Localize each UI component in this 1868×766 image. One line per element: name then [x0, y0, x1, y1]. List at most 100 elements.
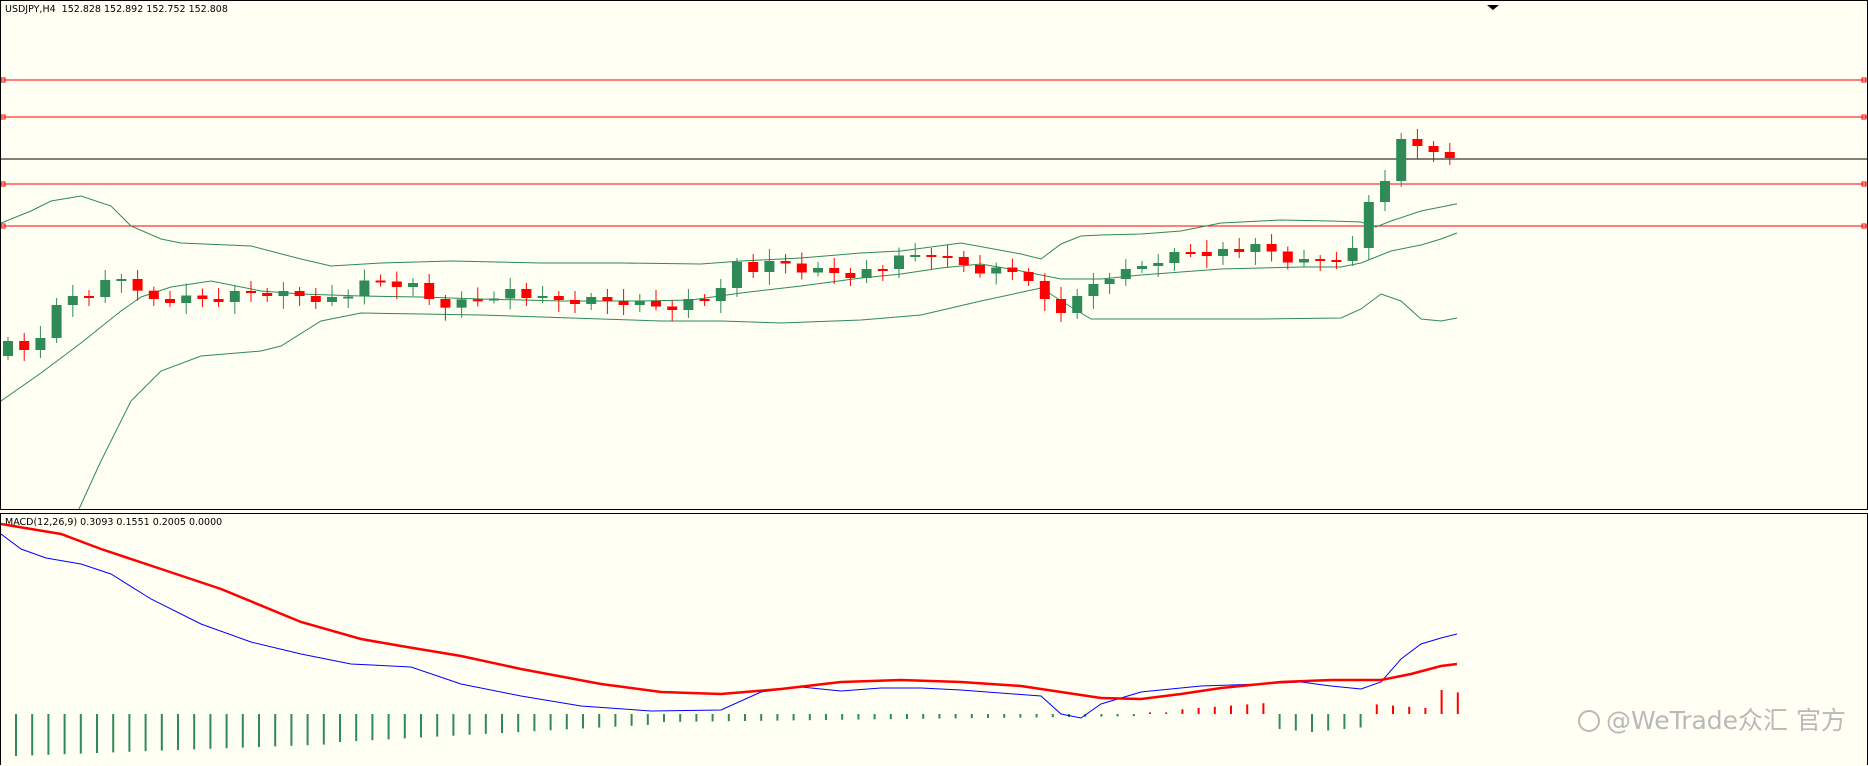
bollinger-middle-band [1, 232, 1458, 402]
bear-candle [1201, 252, 1212, 256]
wetrade-logo-icon [1577, 710, 1600, 732]
bull-candle [715, 288, 726, 301]
bear-candle [294, 291, 305, 296]
bear-candle [1007, 267, 1018, 272]
horizontal-levels [1, 77, 1867, 229]
bear-candle [132, 279, 143, 291]
bear-candle [440, 299, 451, 308]
candles [3, 129, 1455, 361]
macd-main-line [1, 533, 1458, 719]
triangle-down-icon [1487, 5, 1499, 10]
bear-candle [472, 299, 483, 302]
bear-candle [1056, 299, 1066, 313]
bear-candle [1039, 281, 1050, 299]
bull-candle [229, 291, 240, 302]
bull-candle [1104, 279, 1115, 284]
bull-candle [764, 261, 775, 272]
bear-candle [651, 301, 661, 307]
bollinger-lower-band [78, 287, 1458, 509]
bear-candle [845, 273, 856, 278]
bear-candle [1315, 259, 1326, 261]
bear-candle [1282, 251, 1293, 263]
bull-candle [359, 280, 370, 297]
bull-candle [456, 299, 467, 308]
bear-candle [84, 296, 94, 298]
bull-candle [181, 295, 192, 303]
macd-signal-line [1, 522, 1458, 701]
level-handle-right [1861, 114, 1867, 120]
bull-candle [586, 297, 597, 304]
bull-candle [537, 296, 548, 298]
bear-candle [1444, 152, 1455, 158]
watermark-text: @WeTrade众汇 官方 [1605, 706, 1846, 735]
bear-candle [375, 280, 386, 283]
level-handle-left [1, 223, 6, 229]
bull-candle [813, 268, 823, 273]
bull-candle [278, 291, 289, 296]
bear-candle [148, 290, 159, 299]
level-handle-right [1861, 181, 1867, 187]
bear-candle [942, 256, 953, 258]
bull-candle [683, 299, 694, 310]
bear-candle [553, 296, 564, 300]
bear-candle [521, 289, 532, 298]
bear-candle [391, 281, 402, 287]
bear-candle [424, 283, 435, 299]
bull-candle [1120, 269, 1131, 279]
bear-candle [1428, 146, 1439, 152]
bull-candle [894, 255, 904, 269]
bull-candle [861, 269, 872, 278]
bear-candle [165, 299, 175, 303]
bear-candle [1185, 252, 1196, 254]
macd-info-label: MACD(12,26,9) 0.3093 0.1551 0.2005 0.000… [5, 517, 223, 528]
level-handle-left [1, 77, 6, 83]
macd-panel[interactable]: MACD(12,26,9) 0.3093 0.1551 0.2005 0.000… [0, 513, 1868, 765]
bull-candle [116, 279, 127, 281]
bear-candle [602, 297, 613, 301]
bull-candle [732, 262, 742, 288]
bear-candle [246, 291, 256, 293]
price-chart-panel[interactable]: USDJPY,H4 152.828 152.892 152.752 152.80… [0, 0, 1868, 510]
bear-candle [780, 261, 791, 264]
bull-candle [51, 305, 62, 338]
bear-candle [618, 301, 629, 305]
bull-candle [991, 267, 1002, 274]
bull-candle [327, 297, 337, 302]
bear-candle [748, 262, 759, 272]
bear-candle [1412, 139, 1423, 146]
bear-candle [699, 299, 710, 301]
bull-candle [1072, 296, 1083, 313]
bull-candle [1137, 266, 1147, 269]
bull-candle [1250, 244, 1261, 252]
bull-candle [910, 255, 921, 257]
bull-candle [1218, 249, 1228, 256]
bull-candle [408, 283, 418, 287]
bull-candle [100, 280, 111, 297]
macd-histogram [15, 690, 1459, 756]
bull-candle [1088, 284, 1099, 296]
bull-candle [35, 338, 46, 350]
bull-candle [1153, 263, 1164, 266]
bear-candle [877, 269, 888, 271]
bear-candle [975, 265, 985, 274]
bear-candle [667, 306, 678, 310]
bear-candle [570, 300, 580, 304]
bollinger-upper-band [1, 195, 1457, 267]
bear-candle [213, 299, 224, 302]
macd-canvas[interactable] [1, 514, 1867, 766]
bear-candle [310, 296, 321, 302]
bull-candle [3, 341, 13, 356]
bear-candle [262, 293, 273, 296]
bull-candle [343, 296, 354, 299]
price-chart-canvas[interactable] [1, 1, 1867, 509]
bull-candle [634, 301, 645, 305]
bull-candle [1299, 259, 1309, 263]
bull-candle [1169, 252, 1180, 263]
bull-candle [1347, 248, 1358, 261]
level-handle-right [1861, 77, 1867, 83]
bull-candle [1396, 139, 1407, 181]
bear-candle [926, 255, 937, 257]
price-info-label: USDJPY,H4 152.828 152.892 152.752 152.80… [5, 4, 228, 15]
level-handle-right [1861, 223, 1867, 229]
